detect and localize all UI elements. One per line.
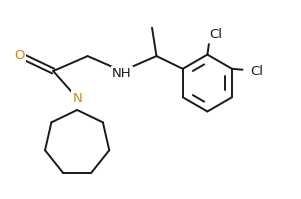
Text: O: O	[14, 49, 25, 62]
Text: NH: NH	[112, 67, 132, 80]
Text: N: N	[72, 92, 82, 104]
Text: Cl: Cl	[250, 65, 263, 78]
Text: Cl: Cl	[209, 28, 222, 41]
